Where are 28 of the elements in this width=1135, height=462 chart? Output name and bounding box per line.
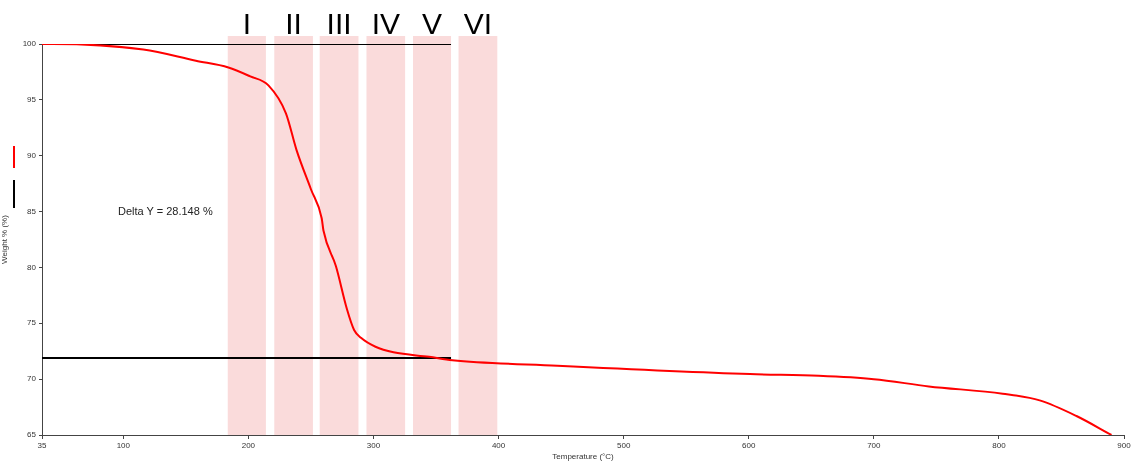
x-tick-label: 500 [616, 441, 631, 450]
y-tick-label: 75 [27, 318, 37, 328]
x-tick-label: 700 [867, 441, 882, 450]
x-tick-label: 400 [491, 441, 506, 450]
band-label: I [242, 7, 251, 40]
band-label: IV [371, 7, 400, 40]
x-tick-label: 35 [37, 441, 47, 450]
y-tick-label: 80 [27, 262, 37, 272]
y-axis-title: Weight % (%) [0, 214, 9, 264]
x-tick-label: 800 [992, 441, 1007, 450]
x-tick-label: 200 [241, 441, 256, 450]
y-tick-label: 90 [27, 150, 37, 160]
annotation: Delta Y = 28.148 % [118, 205, 213, 218]
x-tick-label: 900 [1117, 441, 1132, 450]
y-tick-label: 70 [27, 374, 37, 384]
y-tick-label: 85 [27, 206, 37, 216]
x-tick-label: 100 [116, 441, 131, 450]
band-label: VI [463, 7, 493, 40]
y-tick-label: 100 [22, 39, 37, 49]
y-tick-label: 65 [27, 430, 37, 440]
band-label: V [422, 7, 443, 40]
line-series [42, 44, 1113, 435]
band-label: II [285, 7, 302, 40]
x-axis-title: Temperature (°C) [552, 452, 615, 462]
x-tick-label: 300 [366, 441, 381, 450]
y-tick-label: 95 [27, 95, 37, 105]
band-label: III [326, 7, 352, 40]
x-tick-label: 600 [742, 441, 756, 450]
